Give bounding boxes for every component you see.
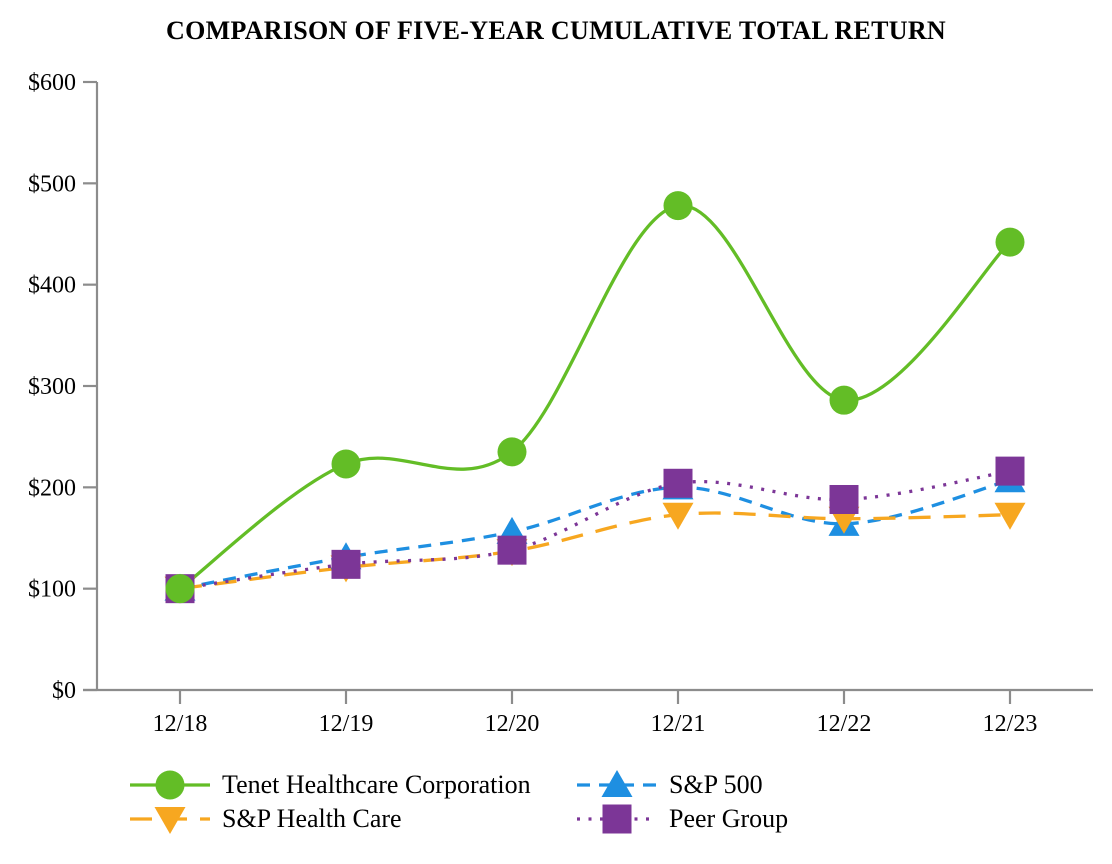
x-tick-label: 12/23 <box>983 711 1038 737</box>
series-line <box>179 203 1012 590</box>
chart-title: COMPARISON OF FIVE-YEAR CUMULATIVE TOTAL… <box>166 16 946 45</box>
y-tick-label: $400 <box>28 273 76 299</box>
series-line <box>179 511 1011 591</box>
x-tick-label: 12/19 <box>319 711 374 737</box>
tenet-line-circle-swatch-icon <box>130 770 210 799</box>
x-tick-label: 12/21 <box>651 711 706 737</box>
series-line <box>179 469 1011 591</box>
y-tick-label: $600 <box>28 70 76 96</box>
series-lines <box>179 203 1012 591</box>
x-tick-label: 12/18 <box>153 711 208 737</box>
legend-item-peer-group: Peer Group <box>575 802 788 835</box>
chart-legend: Tenet Healthcare Corporation S&P 500 S&P… <box>128 768 788 835</box>
legend-label-sp-health-care: S&P Health Care <box>222 804 402 833</box>
x-tick-label: 12/20 <box>485 711 540 737</box>
legend-label-tenet-healthcare: Tenet Healthcare Corporation <box>222 770 531 799</box>
legend-item-sp-health-care: S&P Health Care <box>128 802 575 835</box>
y-tick-label: $300 <box>28 374 76 400</box>
y-tick-label: $500 <box>28 171 76 197</box>
y-tick-label: $100 <box>28 577 76 603</box>
y-tick-label: $200 <box>28 475 76 501</box>
axis-tick-labels: $0 $100 $200 $300 $400 $500 $600 12/18 12/19 12/2… <box>28 70 1037 737</box>
axes <box>83 80 1093 704</box>
legend-item-tenet-healthcare: Tenet Healthcare Corporation <box>128 768 575 801</box>
legend-item-sp500: S&P 500 <box>575 768 788 801</box>
legend-label-peer-group: Peer Group <box>669 804 789 833</box>
sp-health-care-line-triangle-swatch-icon <box>130 806 210 834</box>
chart-plot-area: $0 $100 $200 $300 $400 $500 $600 12/18 12/19 12/2… <box>28 70 1093 737</box>
legend-label-sp500: S&P 500 <box>669 770 763 799</box>
sp500-line-triangle-swatch-icon <box>577 769 657 797</box>
x-tick-label: 12/22 <box>817 711 872 737</box>
y-tick-label: $0 <box>52 678 76 704</box>
series-markers <box>164 191 1026 604</box>
peer-group-line-square-swatch-icon <box>577 804 657 833</box>
